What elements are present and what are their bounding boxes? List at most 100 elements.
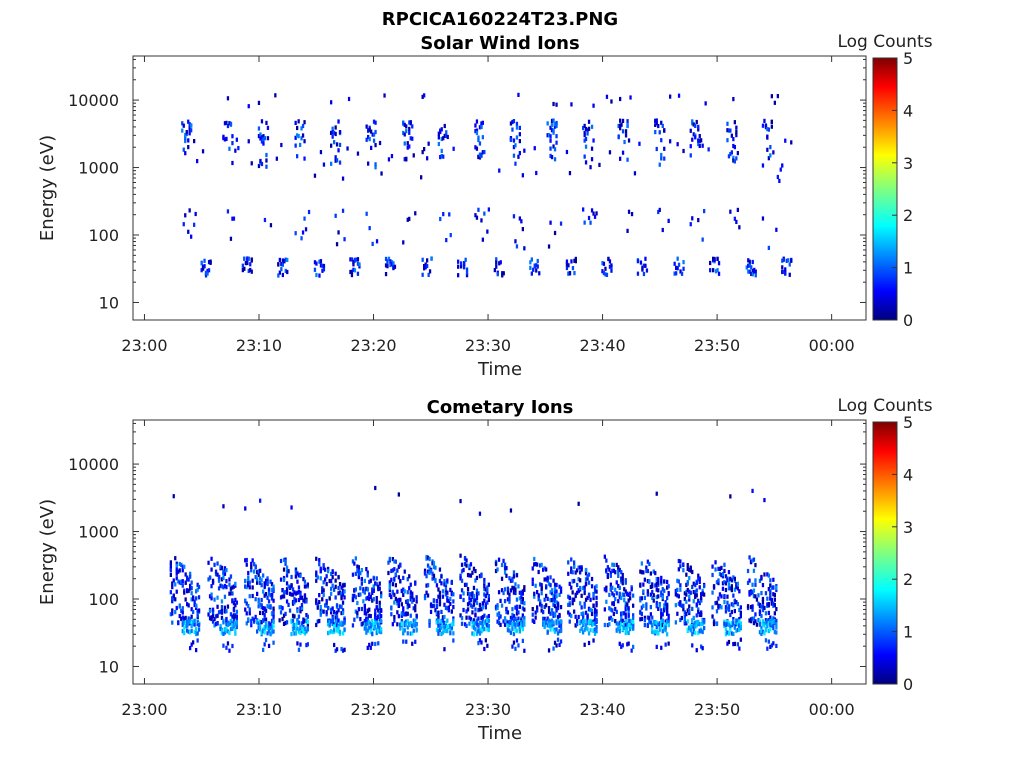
y-tick-label: 10000 — [68, 455, 119, 474]
spectrogram-cell — [330, 619, 333, 624]
spectrogram-cell — [648, 620, 651, 625]
spectrogram-cell — [674, 592, 677, 597]
spectrogram-cell — [324, 567, 327, 572]
spectrogram-cell — [643, 577, 646, 582]
spectrogram-cell — [464, 257, 467, 262]
spectrogram-cell — [208, 616, 212, 621]
spectrogram-cell — [475, 622, 479, 627]
spectrogram-cell — [328, 630, 331, 635]
spectrogram-cell — [480, 124, 483, 130]
spectrogram-cell — [754, 578, 757, 583]
spectrogram-cell — [331, 606, 334, 611]
spectrogram-cell — [446, 578, 449, 583]
spectrogram-cell — [225, 120, 228, 125]
spectrogram-cell — [251, 593, 254, 599]
spectrogram-cell — [190, 620, 193, 625]
spectrogram-cell — [531, 566, 534, 571]
spectrogram-cell — [500, 588, 504, 593]
spectrogram-cell — [286, 269, 289, 275]
spectrogram-cell — [689, 128, 692, 133]
spectrogram-cell — [499, 260, 502, 265]
spectrogram-cell — [686, 587, 689, 593]
spectrogram-cell — [260, 605, 263, 610]
spectrogram-cell — [688, 604, 691, 609]
spectrogram-cell — [231, 160, 234, 166]
spectrogram-cell — [188, 131, 191, 136]
spectrogram-cell — [595, 603, 598, 608]
spectrogram-cell — [281, 262, 284, 267]
spectrogram-cell — [717, 581, 720, 586]
spectrogram-cell — [408, 603, 411, 608]
spectrogram-cell — [661, 227, 664, 233]
x-tick-label: 23:10 — [236, 336, 282, 355]
spectrogram-cell — [380, 171, 383, 176]
spectrogram-cell — [316, 602, 319, 607]
spectrogram-cell — [244, 578, 247, 584]
spectrogram-cell — [190, 614, 193, 619]
spectrogram-cell — [733, 576, 736, 581]
spectrogram-cell — [496, 612, 499, 617]
spectrogram-cell — [486, 600, 489, 605]
spectrogram-cell — [374, 625, 377, 630]
spectrogram-cell — [228, 577, 231, 582]
spectrogram-cell — [399, 626, 402, 631]
spectrogram-cell — [387, 570, 390, 576]
spectrogram-cell — [570, 259, 573, 264]
spectrogram-cell — [555, 134, 558, 139]
spectrogram-cell — [617, 134, 620, 139]
spectrogram-cell — [550, 128, 554, 133]
spectrogram-cell — [399, 579, 402, 584]
spectrogram-cell — [612, 593, 615, 598]
spectrogram-cell — [506, 623, 510, 628]
spectrogram-cell — [632, 603, 635, 608]
spectrogram-cell — [477, 137, 480, 143]
spectrogram-cell — [552, 128, 555, 133]
spectrogram-cell — [695, 119, 698, 125]
spectrogram-cell — [657, 580, 660, 585]
spectrogram-cell — [726, 121, 729, 126]
spectrogram-cell — [297, 119, 300, 124]
colorbar-label: Log Counts — [837, 32, 932, 52]
spectrogram-cell — [207, 577, 210, 582]
spectrogram-cell — [763, 623, 766, 628]
spectrogram-cell — [231, 625, 234, 630]
spectrogram-cell — [471, 604, 474, 609]
spectrogram-cell — [296, 125, 299, 131]
spectrogram-cell — [547, 606, 551, 611]
spectrogram-cell — [698, 612, 701, 617]
spectrogram-cell — [778, 178, 781, 183]
spectrogram-cell — [553, 590, 557, 595]
spectrogram-cell — [691, 119, 694, 124]
spectrogram-cell — [232, 614, 236, 619]
spectrogram-cell — [477, 591, 480, 596]
spectrogram-cell — [214, 622, 218, 627]
spectrogram-cell — [733, 598, 736, 603]
spectrogram-cell — [732, 158, 735, 163]
spectrogram-cell — [462, 567, 465, 573]
spectrogram-cell — [460, 621, 464, 626]
spectrogram-cell — [368, 592, 371, 597]
spectrogram-cell — [463, 261, 466, 266]
spectrogram-cell — [440, 609, 443, 614]
spectrogram-cell — [623, 598, 626, 603]
spectrogram-cell — [246, 256, 249, 261]
spectrogram-cell — [372, 588, 375, 593]
spectrogram-cell — [674, 603, 677, 608]
spectrogram-cell — [555, 582, 558, 588]
spectrogram-cell — [356, 151, 360, 156]
spectrogram-cell — [449, 233, 452, 238]
spectrogram-cell — [282, 621, 286, 626]
spectrogram-cell — [583, 619, 586, 624]
spectrogram-cell — [776, 174, 779, 180]
spectrogram-cell — [593, 589, 597, 594]
spectrogram-cell — [302, 624, 305, 629]
spectrogram-cell — [442, 212, 445, 217]
spectrogram-cell — [531, 577, 534, 582]
spectrogram-cell — [542, 567, 545, 572]
spectrogram-cell — [624, 612, 627, 617]
spectrogram-cell — [360, 577, 363, 582]
spectrogram-cell — [764, 123, 768, 128]
spectrogram-cell — [472, 602, 476, 607]
spectrogram-cell — [229, 612, 233, 617]
spectrogram-cell — [459, 576, 462, 581]
